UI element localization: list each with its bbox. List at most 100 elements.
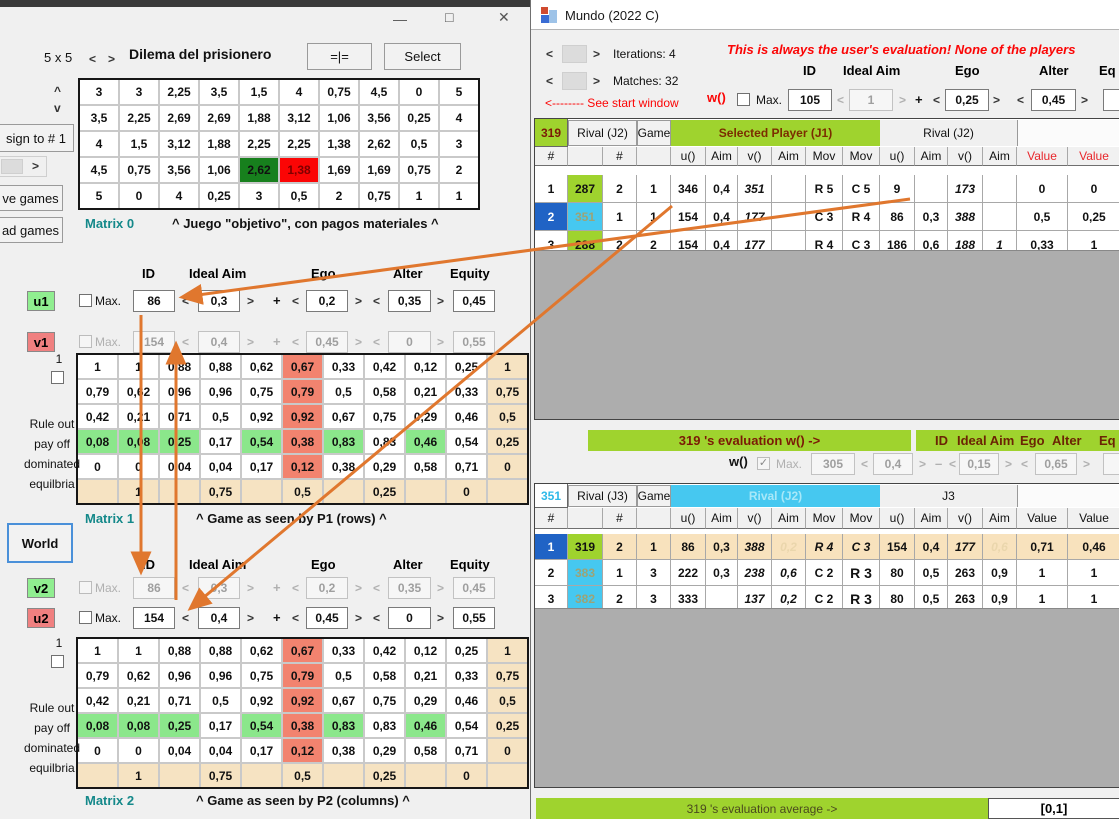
matrix-cell[interactable]: 0,25 xyxy=(160,714,199,737)
alter-increment-icon[interactable]: > xyxy=(437,611,445,625)
table-cell[interactable]: R 5 xyxy=(806,175,843,203)
matrix-cell[interactable]: 5 xyxy=(80,184,118,208)
id-field[interactable]: 86 xyxy=(133,290,175,312)
table-cell[interactable]: 0,2 xyxy=(772,534,806,560)
matrix-cell[interactable]: 0 xyxy=(400,80,438,104)
matrix-cell[interactable]: 0,75 xyxy=(365,405,404,428)
matrix-cell[interactable]: 0,75 xyxy=(242,664,281,687)
table-cell[interactable]: 2 xyxy=(535,560,568,586)
matches-next-icon[interactable]: > xyxy=(593,74,601,88)
matrix-cell[interactable]: 3 xyxy=(440,132,478,156)
matrix-cell[interactable]: 0,67 xyxy=(283,355,322,378)
table-cell[interactable]: 238 xyxy=(738,560,772,586)
matrix-cell[interactable] xyxy=(242,480,281,503)
matrix-cell[interactable]: 1,06 xyxy=(200,158,238,182)
matrix-cell[interactable]: 0,25 xyxy=(400,106,438,130)
table-cell[interactable]: 0,71 xyxy=(1017,534,1068,560)
matrix-cell[interactable]: 2 xyxy=(320,184,358,208)
matrix-cell[interactable]: 0,71 xyxy=(160,689,199,712)
table-cell[interactable]: 383 xyxy=(568,560,603,586)
table-cell[interactable]: R 3 xyxy=(843,560,880,586)
equalize-button[interactable]: =|= xyxy=(307,43,372,70)
matrix-cell[interactable]: 3 xyxy=(240,184,278,208)
matrix-cell[interactable]: 0,83 xyxy=(365,430,404,453)
matrix-cell[interactable]: 0,08 xyxy=(119,430,158,453)
table-cell[interactable]: 346 xyxy=(671,175,706,203)
matrix-cell[interactable]: 1 xyxy=(78,355,117,378)
matrix-cell[interactable]: 0,79 xyxy=(283,664,322,687)
ego-decrement-icon[interactable]: < xyxy=(292,294,300,308)
table-cell[interactable]: 1 xyxy=(637,203,671,231)
matrix-cell[interactable]: 0,25 xyxy=(488,714,527,737)
matrix-cell[interactable]: 0,67 xyxy=(324,689,363,712)
matrix-cell[interactable]: 0,75 xyxy=(242,380,281,403)
matrix-cell[interactable]: 0,67 xyxy=(283,639,322,662)
matrix-cell[interactable]: 0,12 xyxy=(406,639,445,662)
matrix-cell[interactable]: 0,38 xyxy=(324,455,363,478)
matrix-cell[interactable]: 0,54 xyxy=(242,430,281,453)
ideal-aim-field[interactable]: 0,4 xyxy=(198,607,240,629)
matrix-cell[interactable]: 0,62 xyxy=(242,639,281,662)
matrix-cell[interactable] xyxy=(324,480,363,503)
matrix-cell[interactable]: 1 xyxy=(119,480,158,503)
matrix-cell[interactable]: 0,42 xyxy=(365,355,404,378)
table-cell[interactable]: 0,4 xyxy=(706,175,738,203)
matrix-cell[interactable]: 0,58 xyxy=(365,664,404,687)
matrix-cell[interactable]: 0,46 xyxy=(406,430,445,453)
save-games-button[interactable]: ve games xyxy=(0,185,63,211)
matrix-cell[interactable]: 0,33 xyxy=(447,380,486,403)
matrix-cell[interactable]: 0,08 xyxy=(78,714,117,737)
matrix-cell[interactable] xyxy=(406,480,445,503)
matrix-cell[interactable]: 0,25 xyxy=(447,355,486,378)
select-button[interactable]: Select xyxy=(384,43,461,70)
matrix-cell[interactable]: 4 xyxy=(280,80,318,104)
matrix-cell[interactable]: 0,75 xyxy=(400,158,438,182)
matrix-cell[interactable]: 4 xyxy=(440,106,478,130)
ideal-aim-increment-icon[interactable]: > xyxy=(247,294,255,308)
matches-scrollbar[interactable] xyxy=(562,72,587,90)
table-cell[interactable]: 263 xyxy=(948,560,983,586)
close-icon[interactable]: ✕ xyxy=(498,9,510,25)
matrix-cell[interactable]: 0,62 xyxy=(119,380,158,403)
matrix-cell[interactable]: 2,25 xyxy=(280,132,318,156)
matrix-cell[interactable]: 2 xyxy=(440,158,478,182)
table-cell[interactable]: C 2 xyxy=(806,586,843,612)
iterations-scrollbar[interactable] xyxy=(562,45,587,63)
matrix-cell[interactable]: 0,04 xyxy=(160,455,199,478)
matrix-cell[interactable]: 0,88 xyxy=(201,355,240,378)
matrix-cell[interactable]: 3,56 xyxy=(160,158,198,182)
table-cell[interactable]: 177 xyxy=(738,203,772,231)
matrix-cell[interactable]: 1,5 xyxy=(240,80,278,104)
table-cell[interactable]: 0,3 xyxy=(915,203,948,231)
alter-decrement-icon[interactable]: < xyxy=(1017,93,1025,107)
matrix-cell[interactable]: 1,69 xyxy=(360,158,398,182)
matrix-cell[interactable]: 0,12 xyxy=(283,739,322,762)
alter-field[interactable]: 0,45 xyxy=(1031,89,1076,111)
game-scrollbar[interactable]: > xyxy=(0,156,47,177)
rule-out-checkbox-p2[interactable] xyxy=(51,655,64,668)
table-cell[interactable]: 0,2 xyxy=(772,586,806,612)
table-cell[interactable]: C 3 xyxy=(843,534,880,560)
matrix-cell[interactable]: 1 xyxy=(440,184,478,208)
matrix-cell[interactable]: 0,46 xyxy=(406,714,445,737)
table-cell[interactable]: 154 xyxy=(671,203,706,231)
matrix-cell[interactable]: 1,38 xyxy=(280,158,318,182)
iterations-prev-icon[interactable]: < xyxy=(546,47,554,61)
matrix-cell[interactable] xyxy=(406,764,445,787)
world-button[interactable]: World xyxy=(7,523,73,563)
table-cell[interactable]: 0,4 xyxy=(915,534,948,560)
matrix-cell[interactable]: 0 xyxy=(488,455,527,478)
matrix-cell[interactable]: 0 xyxy=(120,184,158,208)
matrix-cell[interactable]: 0,75 xyxy=(120,158,158,182)
next-game-button[interactable]: > xyxy=(108,52,116,66)
table-cell[interactable]: 1 xyxy=(535,534,568,560)
matrix-cell[interactable]: 0,96 xyxy=(201,380,240,403)
alter-decrement-icon[interactable]: < xyxy=(373,611,381,625)
table-cell[interactable]: 154 xyxy=(880,534,915,560)
matrix-cell[interactable]: 0,79 xyxy=(78,380,117,403)
matrix-cell[interactable]: 0,62 xyxy=(242,355,281,378)
equity-field[interactable]: 0,55 xyxy=(453,607,495,629)
matrix-cell[interactable]: 0,29 xyxy=(406,405,445,428)
matrix-cell[interactable] xyxy=(160,480,199,503)
matrix-cell[interactable]: 0,21 xyxy=(119,689,158,712)
